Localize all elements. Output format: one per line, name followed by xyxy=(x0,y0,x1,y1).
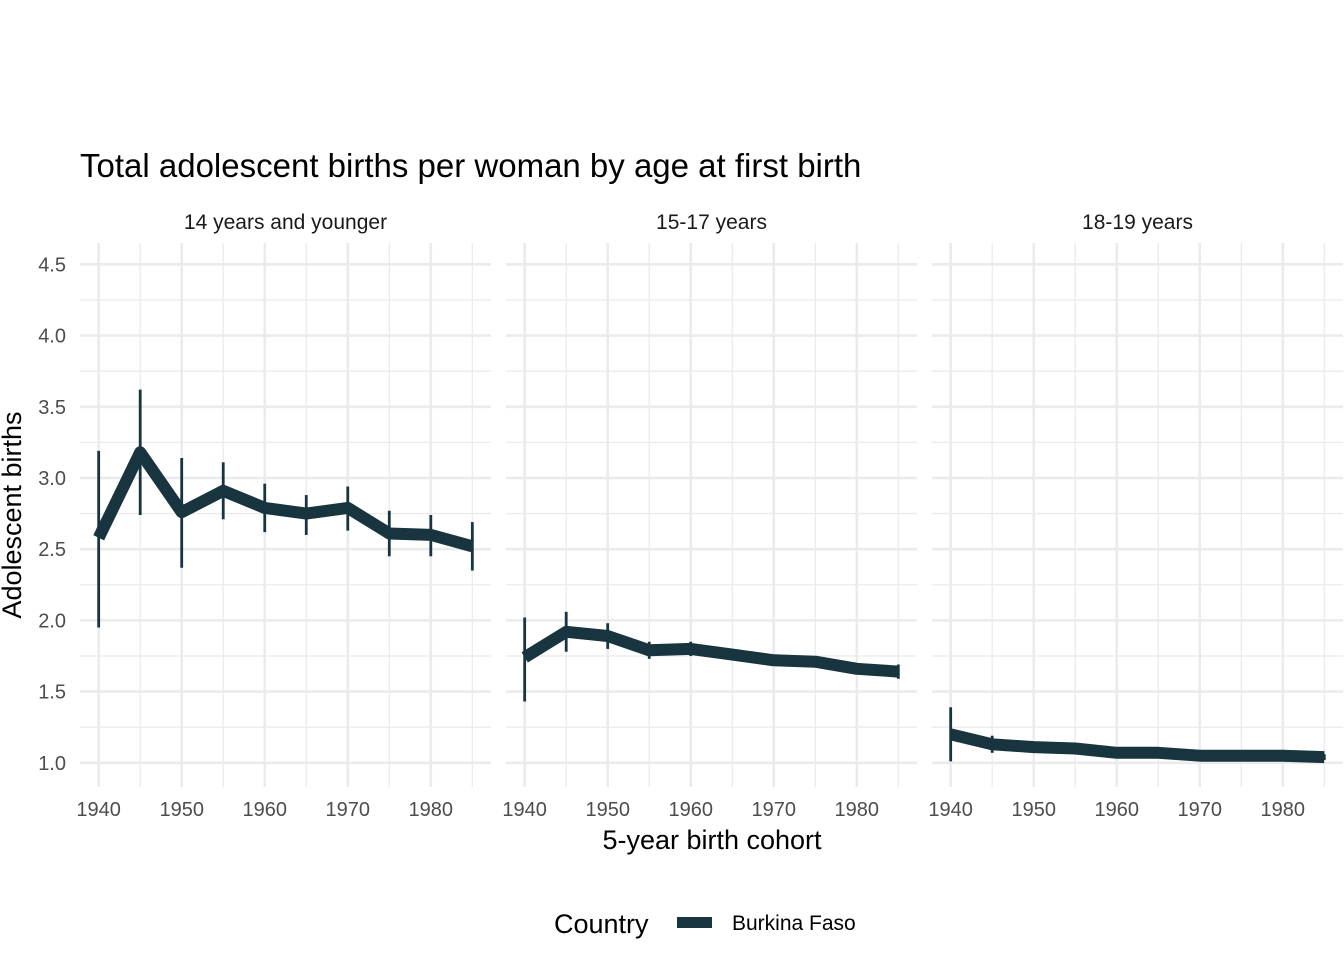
legend-entries: Burkina Faso xyxy=(677,912,856,935)
legend-label: Burkina Faso xyxy=(732,912,856,935)
series-line xyxy=(521,625,899,678)
x-tick-label: 1970 xyxy=(1178,799,1223,821)
x-tick-label: 1980 xyxy=(835,799,880,821)
x-tick-label: 1970 xyxy=(326,799,371,821)
facet-panels: 1.0 1.5 2.0 2.5 3.0 3.5 4.0 4.5 14 years and you… xyxy=(38,211,1343,821)
x-tick-labels: 1940 1950 1960 1970 1980 xyxy=(76,799,453,821)
y-tick-label: 2.0 xyxy=(38,610,66,632)
series-line xyxy=(93,446,474,553)
x-tick-label: 1960 xyxy=(1094,799,1139,821)
facet-panel: 15-17 years 1940 1950 1960 1970 1980 xyxy=(502,211,917,821)
x-tick-label: 1940 xyxy=(76,799,121,821)
facet-panel: 14 years and younger 1940 1950 1960 1970 1980 xyxy=(76,211,491,821)
y-tick-label: 2.5 xyxy=(38,539,66,561)
series-burkina-faso xyxy=(93,389,474,628)
y-tick-label: 3.5 xyxy=(38,397,66,419)
x-tick-labels: 1940 1950 1960 1970 1980 xyxy=(502,799,879,821)
x-tick-label: 1950 xyxy=(159,799,204,821)
x-tick-label: 1960 xyxy=(668,799,713,821)
x-tick-label: 1950 xyxy=(585,799,630,821)
y-tick-label: 4.5 xyxy=(38,254,66,276)
y-tick-labels: 1.0 1.5 2.0 2.5 3.0 3.5 4.0 4.5 xyxy=(38,254,66,774)
series-burkina-faso xyxy=(949,707,1326,764)
series-burkina-faso xyxy=(521,611,900,702)
y-tick-label: 1.0 xyxy=(38,753,66,775)
legend: Country Burkina Faso xyxy=(554,909,856,939)
x-tick-label: 1970 xyxy=(752,799,797,821)
legend-title: Country xyxy=(554,909,649,939)
panel-grid xyxy=(506,243,917,787)
facet-panel: 18-19 years 1940 1950 1960 1970 1980 xyxy=(928,211,1343,821)
x-tick-label: 1980 xyxy=(409,799,454,821)
facet-strip-label: 15-17 years xyxy=(656,211,767,234)
y-tick-label: 3.0 xyxy=(38,468,66,490)
x-tick-labels: 1940 1950 1960 1970 1980 xyxy=(928,799,1305,821)
chart-title: Total adolescent births per woman by age… xyxy=(80,147,861,184)
facet-strip-label: 14 years and younger xyxy=(184,211,387,234)
x-tick-label: 1950 xyxy=(1011,799,1056,821)
series-line xyxy=(949,728,1325,764)
y-tick-label: 1.5 xyxy=(38,682,66,704)
x-tick-label: 1940 xyxy=(502,799,547,821)
panel-grid xyxy=(932,243,1343,787)
facet-strip-label: 18-19 years xyxy=(1082,211,1193,234)
x-axis-title: 5-year birth cohort xyxy=(602,825,822,855)
x-tick-label: 1940 xyxy=(928,799,973,821)
x-tick-label: 1960 xyxy=(242,799,287,821)
y-tick-label: 4.0 xyxy=(38,326,66,348)
legend-entry: Burkina Faso xyxy=(677,912,856,935)
y-axis-title: Adolescent births xyxy=(0,411,27,618)
legend-key xyxy=(677,917,712,928)
x-tick-label: 1980 xyxy=(1261,799,1306,821)
